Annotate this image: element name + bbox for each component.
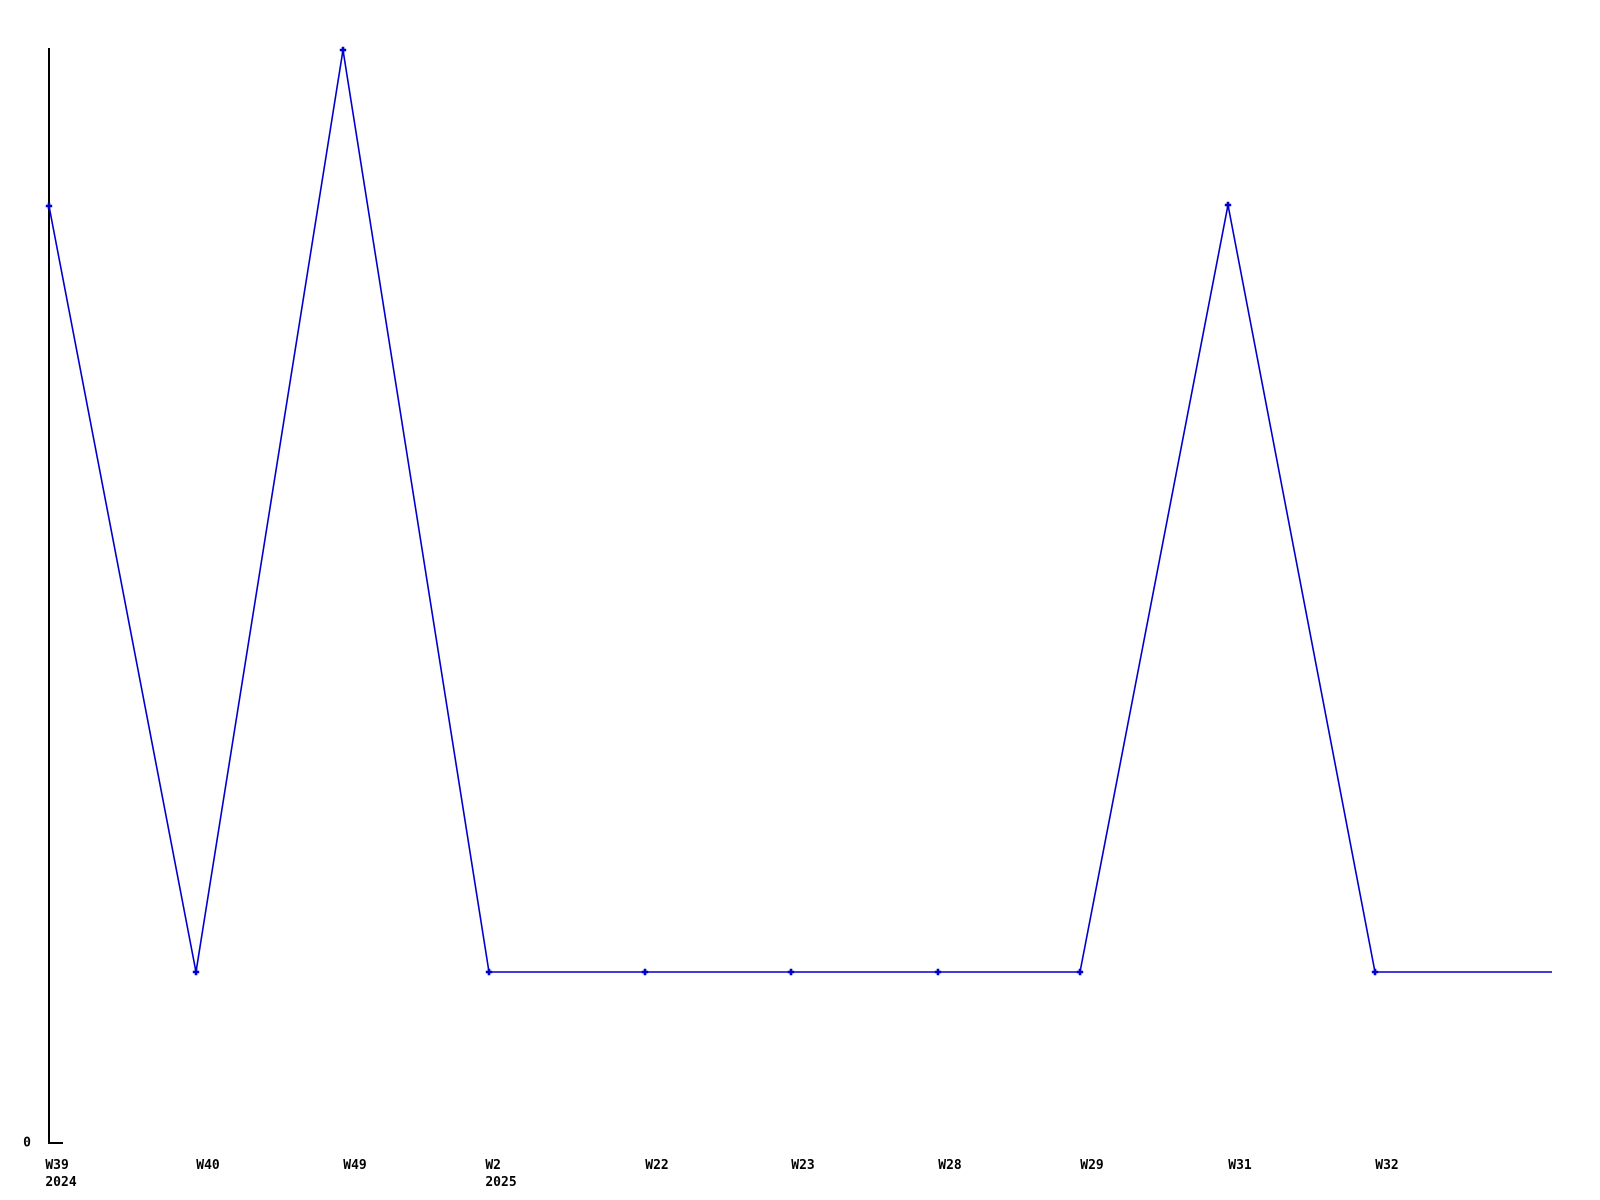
- x-tick-label: W2 2025: [485, 1157, 516, 1191]
- x-tick-label-text: W39: [45, 1158, 69, 1173]
- data-point-marker: [45, 202, 53, 210]
- x-tick-label: W28: [938, 1157, 961, 1174]
- x-tick-label-year: 2025: [485, 1175, 517, 1190]
- x-tick-label: W22: [645, 1157, 668, 1174]
- axis-lines: [48, 48, 63, 1144]
- x-tick-label-text: W2: [485, 1158, 501, 1173]
- axes-group: [48, 48, 63, 1144]
- x-tick-label: W31: [1228, 1157, 1251, 1174]
- x-tick-label-text: W32: [1375, 1158, 1399, 1173]
- data-point-marker: [1371, 968, 1379, 976]
- x-tick-label: W32: [1375, 1157, 1398, 1174]
- series-group: [45, 46, 1552, 976]
- data-point-marker: [934, 968, 942, 976]
- data-point-marker: [339, 46, 347, 54]
- data-point-marker: [641, 968, 649, 976]
- x-tick-label-text: W23: [791, 1158, 815, 1173]
- x-tick-label-text: W29: [1080, 1158, 1104, 1173]
- x-tick-label-text: W40: [196, 1158, 220, 1173]
- x-tick-label: W40: [196, 1157, 219, 1174]
- data-point-markers: [45, 46, 1379, 976]
- x-tick-label: W39 2024: [45, 1157, 76, 1191]
- x-tick-label-text: W28: [938, 1158, 962, 1173]
- data-point-marker: [485, 968, 493, 976]
- x-tick-label-text: W31: [1228, 1158, 1252, 1173]
- x-tick-label: W23: [791, 1157, 814, 1174]
- y-tick-label: 0: [23, 1135, 31, 1151]
- x-tick-label-text: W49: [343, 1158, 367, 1173]
- data-point-marker: [787, 968, 795, 976]
- x-tick-label-year: 2024: [45, 1175, 77, 1190]
- x-tick-label: W49: [343, 1157, 366, 1174]
- data-point-marker: [1224, 201, 1232, 209]
- data-point-marker: [192, 968, 200, 976]
- x-tick-label: W29: [1080, 1157, 1103, 1174]
- data-series-line: [48, 49, 1376, 973]
- x-tick-label-text: W22: [645, 1158, 669, 1173]
- data-point-marker: [1076, 968, 1084, 976]
